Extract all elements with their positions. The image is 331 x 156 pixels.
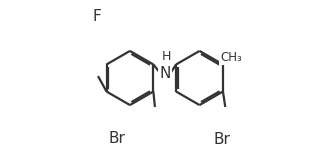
- Text: CH₃: CH₃: [220, 51, 242, 64]
- Text: Br: Br: [108, 131, 125, 146]
- Text: N: N: [159, 66, 170, 81]
- Text: Br: Br: [213, 132, 230, 147]
- Text: F: F: [93, 9, 102, 24]
- Text: H: H: [161, 50, 171, 63]
